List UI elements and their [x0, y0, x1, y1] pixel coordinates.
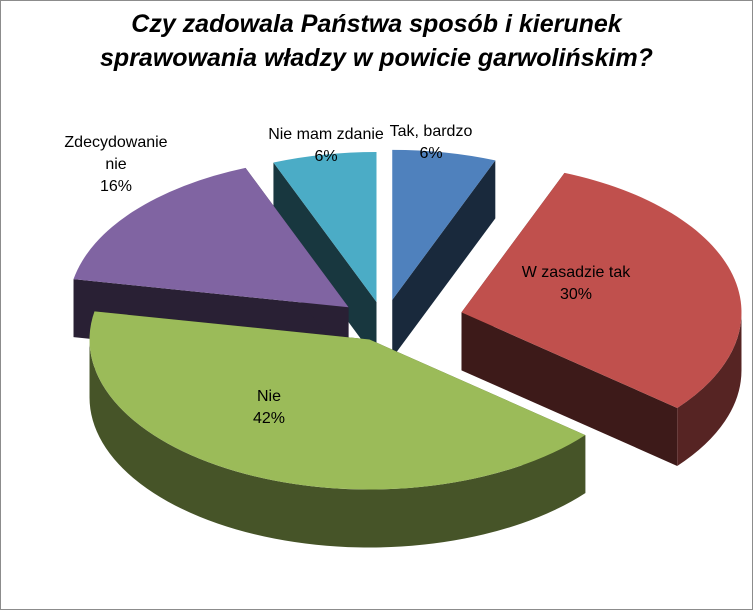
pie-slice	[461, 172, 742, 466]
slice-category-label: Nie mam zdanie	[268, 126, 384, 143]
slice-data-label: Zdecydowanie nie 16%	[64, 134, 167, 195]
pie-slice	[392, 149, 496, 358]
pie-slice-wall	[392, 160, 496, 358]
slice-data-label: Nie mam zdanie 6%	[268, 126, 384, 165]
slice-percent-label: 6%	[419, 145, 442, 162]
slice-percent-label: 30%	[560, 286, 592, 303]
pie-slice-top	[273, 151, 377, 302]
chart-title: Czy zadowala Państwa sposób i kierunek s…	[100, 10, 653, 72]
pie-slice-top	[89, 311, 586, 490]
slice-category-label: Zdecydowanie	[64, 134, 167, 151]
pie-slice	[273, 151, 377, 360]
slice-category-label: nie	[105, 156, 126, 173]
slice-category-label: Nie	[257, 388, 281, 405]
pie-slice-side	[677, 312, 742, 466]
pie-slice-wall	[273, 162, 377, 360]
slice-data-label: Tak, bardzo 6%	[390, 123, 473, 162]
pie-slice-top	[461, 172, 742, 408]
slice-category-label: W zasadzie tak	[522, 264, 631, 281]
slice-category-label: Tak, bardzo	[390, 123, 473, 140]
slice-percent-label: 16%	[100, 178, 132, 195]
slice-data-label: Nie 42%	[253, 388, 285, 427]
slice-percent-label: 42%	[253, 410, 285, 427]
slice-percent-label: 6%	[314, 148, 337, 165]
pie-slice-side	[89, 339, 586, 548]
pie-slice-top	[73, 167, 349, 308]
pie-slice-wall	[461, 312, 678, 466]
pie-slice	[89, 311, 586, 548]
pie-slice-top	[392, 149, 496, 300]
slice-data-label: W zasadzie tak 30%	[522, 264, 631, 303]
